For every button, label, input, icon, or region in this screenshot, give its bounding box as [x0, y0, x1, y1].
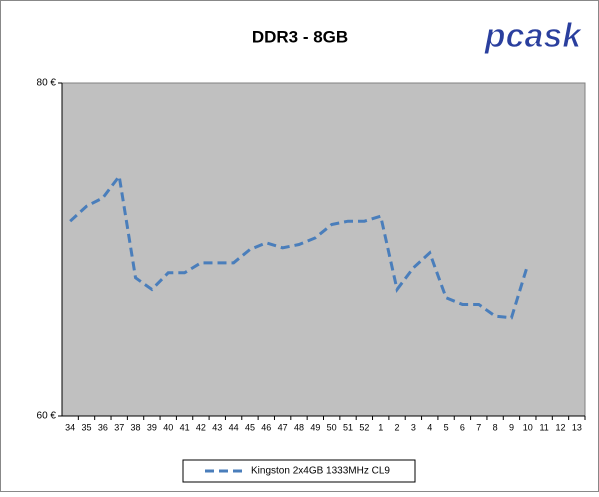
- x-tick-label: 51: [343, 422, 353, 432]
- x-tick-label: 4: [427, 422, 432, 432]
- x-tick-label: 9: [509, 422, 514, 432]
- x-tick-label: 45: [245, 422, 255, 432]
- x-tick-label: 35: [82, 422, 92, 432]
- x-tick-label: 7: [476, 422, 481, 432]
- x-tick-label: 3: [411, 422, 416, 432]
- x-tick-label: 52: [359, 422, 369, 432]
- data-line: [69, 172, 530, 320]
- x-tick-label: 34: [65, 422, 75, 432]
- x-tick-label: 12: [555, 422, 565, 432]
- x-tick-label: 38: [131, 422, 141, 432]
- x-tick-label: 11: [539, 422, 548, 432]
- x-tick-label: 8: [493, 422, 498, 432]
- x-tick-label: 44: [229, 422, 239, 432]
- x-tick-label: 48: [294, 422, 304, 432]
- x-tick-label: 1: [378, 422, 383, 432]
- x-tick-label: 6: [460, 422, 465, 432]
- x-tick-label: 42: [196, 422, 206, 432]
- x-tick-label: 39: [147, 422, 157, 432]
- x-tick-label: 37: [114, 422, 124, 432]
- chart-title: DDR3 - 8GB: [252, 27, 348, 46]
- x-tick-label: 41: [180, 422, 190, 432]
- x-tick-label: 47: [278, 422, 288, 432]
- x-tick-label: 13: [572, 422, 582, 432]
- x-tick-label: 50: [327, 422, 337, 432]
- legend-label: Kingston 2x4GB 1333MHz CL9: [251, 466, 390, 477]
- x-tick-label: 5: [444, 422, 449, 432]
- x-tick-label: 49: [310, 422, 320, 432]
- logo: pcask: [484, 17, 583, 55]
- x-tick-label: 2: [395, 422, 400, 432]
- y-tick-label: 60 €: [37, 411, 57, 422]
- legend-box: [182, 459, 416, 483]
- x-tick-label: 40: [163, 422, 173, 432]
- x-tick-label: 10: [523, 422, 533, 432]
- x-tick-label: 36: [98, 422, 108, 432]
- x-tick-label: 46: [261, 422, 271, 432]
- plot-area: [61, 82, 586, 417]
- x-tick-label: 43: [212, 422, 222, 432]
- y-tick-label: 80 €: [37, 78, 57, 89]
